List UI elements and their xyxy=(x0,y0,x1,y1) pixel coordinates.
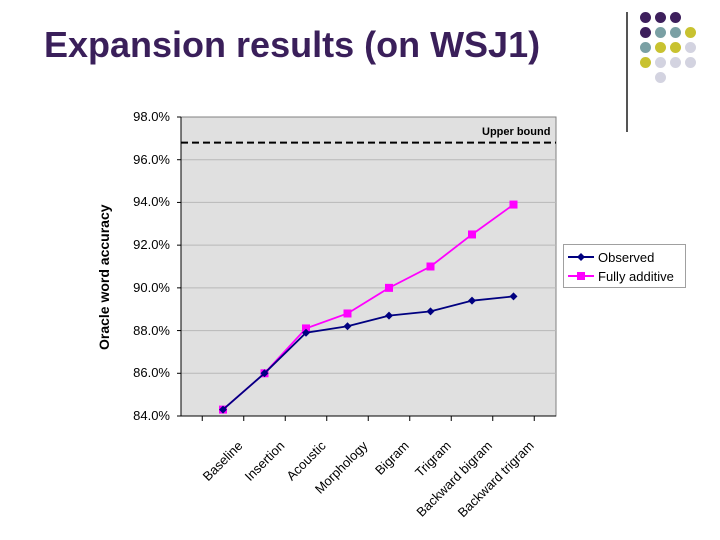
y-tick-label: 90.0% xyxy=(133,279,170,295)
chart-legend: Observed Fully additive xyxy=(563,244,686,288)
decorative-dot xyxy=(640,27,651,38)
decorative-dot xyxy=(640,12,651,23)
y-axis-label: Oracle word accuracy xyxy=(96,204,112,350)
y-tick-label: 94.0% xyxy=(133,194,170,210)
slide-title: Expansion results (on WSJ1) xyxy=(44,24,541,65)
legend-label-fully-additive: Fully additive xyxy=(598,268,674,284)
y-tick-label: 86.0% xyxy=(133,365,170,381)
observed-point xyxy=(385,311,393,320)
fully-additive-series-swatch xyxy=(568,272,594,280)
fully-additive-point xyxy=(302,324,310,333)
y-tick-label: 84.0% xyxy=(133,408,170,423)
fully-additive-point xyxy=(343,309,352,318)
decorative-dot xyxy=(685,42,696,53)
observed-point xyxy=(343,322,352,331)
observed-point xyxy=(219,405,227,414)
observed-point xyxy=(468,296,476,305)
y-tick-label: 96.0% xyxy=(133,151,170,167)
fully-additive-point xyxy=(426,262,435,271)
decorative-divider xyxy=(626,12,628,132)
decorative-dot xyxy=(655,27,666,38)
y-tick-label: 88.0% xyxy=(133,322,170,338)
decorative-dot xyxy=(655,72,666,83)
decorative-dot xyxy=(670,27,681,38)
decorative-dot xyxy=(640,42,651,53)
legend-item-observed: Observed xyxy=(568,249,654,265)
fully-additive-point xyxy=(509,200,518,209)
decorative-dot xyxy=(685,27,696,38)
observed-series-swatch xyxy=(568,253,594,261)
y-tick-label: 98.0% xyxy=(133,109,170,124)
decorative-dot xyxy=(685,57,696,68)
observed-point xyxy=(302,328,310,337)
observed-point xyxy=(509,292,518,301)
observed-series-line xyxy=(222,295,514,411)
observed-point xyxy=(426,307,435,316)
observed-point xyxy=(260,369,269,378)
upper-bound-label: Upper bound xyxy=(482,126,551,138)
y-tick-label: 92.0% xyxy=(133,237,170,253)
decorative-dot xyxy=(670,42,681,53)
legend-item-fully-additive: Fully additive xyxy=(568,268,674,284)
decorative-dot xyxy=(655,12,666,23)
decorative-dot xyxy=(640,57,651,68)
plot-area xyxy=(180,116,557,417)
decorative-dot xyxy=(670,57,681,68)
decorative-dot xyxy=(670,12,681,23)
decorative-dot xyxy=(655,57,666,68)
fully-additive-point xyxy=(385,283,393,292)
legend-label-observed: Observed xyxy=(598,249,655,265)
fully-additive-point xyxy=(468,230,476,239)
decorative-dot xyxy=(655,42,666,53)
